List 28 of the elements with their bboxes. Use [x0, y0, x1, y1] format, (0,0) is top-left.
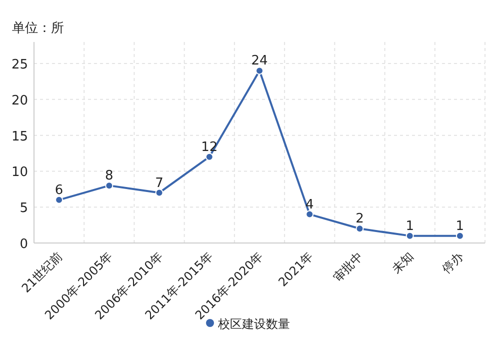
point — [205, 152, 214, 161]
data-label: 7 — [155, 176, 164, 191]
point — [55, 196, 64, 204]
y-tick-label: 10 — [11, 165, 28, 180]
point — [306, 210, 314, 218]
chart-title: 单位：所 — [12, 21, 64, 36]
y-tick-label: 15 — [11, 129, 28, 144]
point — [155, 188, 164, 197]
x-tick-label: 未知 — [389, 249, 416, 276]
x-tick-label: 21世纪前 — [19, 249, 66, 296]
y-tick-label: 25 — [11, 58, 28, 73]
y-tick-label: 5 — [20, 201, 28, 216]
data-label: 24 — [251, 54, 268, 69]
point — [356, 224, 364, 233]
point — [406, 232, 414, 240]
data-label: 2 — [356, 212, 364, 227]
point — [256, 66, 264, 75]
y-tick-label: 20 — [11, 93, 28, 108]
point — [105, 182, 114, 190]
x-tick-label: 停办 — [439, 249, 466, 276]
data-label: 1 — [456, 218, 464, 234]
data-label: 8 — [105, 168, 114, 184]
data-label: 6 — [54, 182, 64, 198]
legend-label: 校区建设数量 — [217, 317, 290, 331]
point — [456, 232, 464, 240]
data-label: 1 — [406, 218, 414, 234]
x-tick-label: 审批中 — [330, 249, 366, 285]
y-tick-label: 0 — [20, 237, 28, 252]
